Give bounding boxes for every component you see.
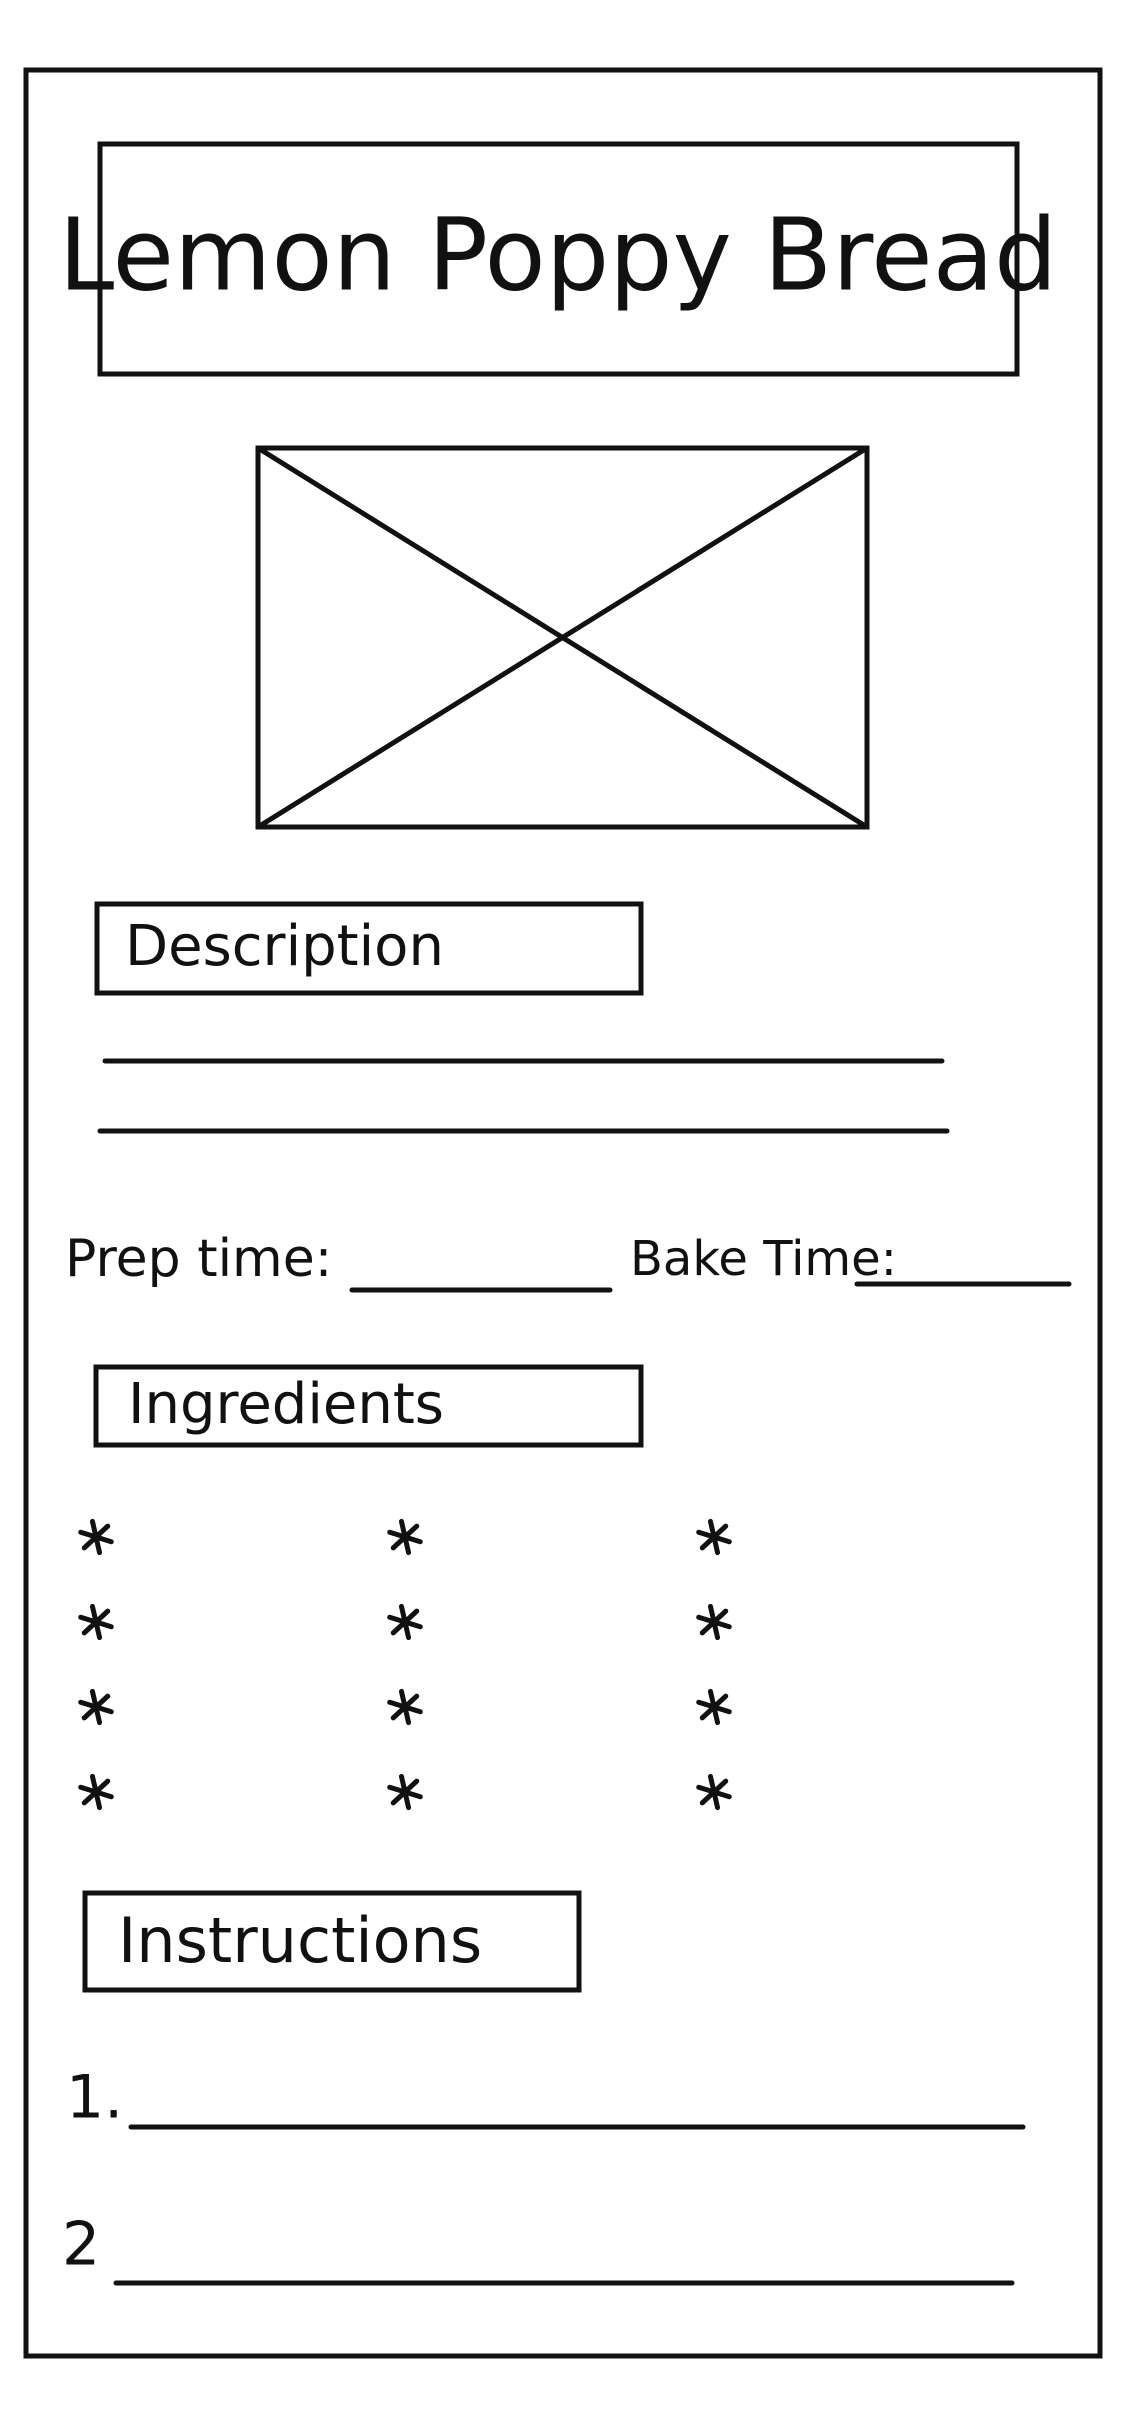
bake-time-label: Bake Time: <box>630 1231 897 1287</box>
bullet-stroke <box>81 1693 111 1721</box>
bullet-stroke <box>390 1778 420 1806</box>
description-heading: Description <box>125 914 444 979</box>
instructions-heading: Instructions <box>118 1904 482 1977</box>
ingredients-box <box>93 1364 644 1448</box>
step-number: 1. <box>66 2063 123 2133</box>
prep-time-label: Prep time: <box>65 1229 332 1289</box>
bullet-stroke <box>699 1778 729 1806</box>
bullet-stroke <box>390 1608 420 1636</box>
step-number: 2 <box>62 2210 100 2280</box>
description-box <box>94 901 644 996</box>
bullet-stroke <box>699 1693 729 1721</box>
bullet-stroke <box>81 1778 111 1806</box>
bullet-stroke <box>390 1693 420 1721</box>
ingredients-heading: Ingredients <box>128 1372 444 1437</box>
ingredient-bullets <box>78 1518 732 1811</box>
screen-frame <box>23 67 1103 2359</box>
bullet-stroke <box>390 1523 420 1551</box>
image-placeholder <box>255 445 870 830</box>
bullet-stroke <box>699 1608 729 1636</box>
image-cross <box>255 445 870 830</box>
bullet-stroke <box>81 1608 111 1636</box>
title: Lemon Poppy Bread <box>59 196 1058 313</box>
instructions-box <box>82 1890 582 1993</box>
bullet-stroke <box>699 1523 729 1551</box>
image-frame <box>255 445 870 830</box>
bullet-stroke <box>81 1523 111 1551</box>
title-box <box>97 141 1020 377</box>
